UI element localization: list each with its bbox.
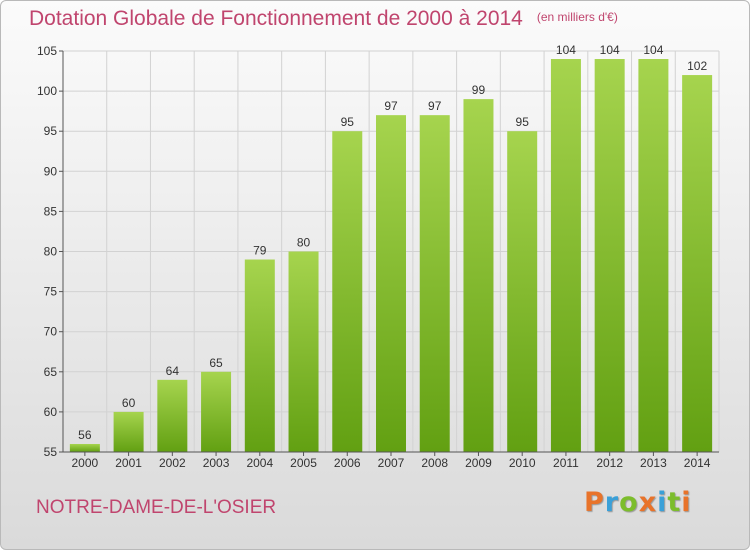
x-tick-label: 2010: [509, 456, 536, 470]
x-tick-label: 2007: [378, 456, 405, 470]
data-label: 102: [687, 59, 707, 73]
y-tick-label: 90: [44, 164, 58, 178]
data-label: 104: [643, 43, 663, 57]
x-tick-label: 2003: [203, 456, 230, 470]
bar: [376, 115, 406, 452]
bar: [638, 59, 669, 453]
y-tick-label: 75: [44, 285, 58, 299]
x-tick-label: 2012: [596, 456, 623, 470]
y-tick-label: 95: [44, 124, 58, 138]
data-label: 95: [516, 115, 530, 129]
x-tick-label: 2000: [72, 456, 99, 470]
data-labels: 56 60 64 65 79 80 95 97 97 99 95 104 104 104 102: [78, 43, 707, 442]
y-tick-label: 85: [44, 204, 58, 218]
logo-letter: i: [657, 487, 668, 518]
x-tick-label: 2004: [246, 456, 273, 470]
data-label: 97: [384, 99, 398, 113]
bar: [682, 75, 713, 452]
x-tick-label: 2011: [553, 456, 579, 470]
y-tick-label: 65: [44, 365, 58, 379]
x-tick-label: 2006: [334, 456, 361, 470]
logo-letter: i: [681, 487, 692, 518]
data-label: 95: [341, 115, 355, 129]
x-tick-label: 2008: [421, 456, 448, 470]
data-label: 104: [556, 43, 576, 57]
x-tick-label: 2014: [684, 456, 711, 470]
proxiti-logo: Proxiti: [584, 487, 692, 518]
x-tick-label: 2013: [640, 456, 667, 470]
data-label: 64: [166, 364, 180, 378]
bar: [594, 59, 625, 453]
unit-label: (en milliers d'€): [536, 10, 618, 24]
x-tick-label: 2009: [465, 456, 492, 470]
data-label: 99: [472, 83, 486, 97]
y-tick-label: 80: [44, 245, 58, 259]
logo-letter: P: [584, 487, 605, 518]
data-label: 79: [253, 244, 267, 258]
data-label: 80: [297, 236, 311, 250]
y-tick-label: 105: [37, 44, 57, 58]
data-label: 60: [122, 396, 136, 410]
bar: [113, 411, 144, 452]
bar: [463, 99, 494, 453]
bars: [69, 59, 713, 453]
bar: [550, 59, 581, 453]
logo-letter: o: [619, 487, 639, 518]
data-label: 65: [209, 356, 223, 370]
y-tick-label: 55: [44, 445, 58, 459]
title-text: Dotation Globale de Fonctionnement de 20…: [29, 7, 523, 30]
data-label: 97: [428, 99, 442, 113]
bar: [419, 115, 450, 452]
data-label: 56: [78, 428, 92, 442]
x-tick-label: 2001: [115, 456, 142, 470]
x-tick-label: 2002: [159, 456, 186, 470]
y-tick-label: 100: [37, 84, 57, 98]
y-tick-label: 60: [44, 405, 58, 419]
bar: [244, 259, 275, 452]
logo-letter: r: [604, 487, 620, 518]
logo-letter: t: [667, 487, 682, 518]
bar: [157, 379, 188, 452]
x-tick-label: 2005: [290, 456, 317, 470]
bar: [201, 371, 232, 452]
axes: 55 60 65 70 75 80 85 90 95 100 105 2000 2001 2002 2003…: [37, 44, 719, 470]
commune-name: NOTRE-DAME-DE-L'OSIER: [36, 497, 277, 518]
data-label: 104: [600, 43, 620, 57]
bar: [69, 443, 100, 452]
chart-title: Dotation Globale de Fonctionnement de 20…: [29, 7, 618, 31]
bar: [507, 131, 538, 452]
y-tick-label: 70: [44, 325, 58, 339]
bar: [288, 251, 319, 452]
logo-letter: x: [638, 487, 658, 518]
bar: [332, 131, 363, 452]
